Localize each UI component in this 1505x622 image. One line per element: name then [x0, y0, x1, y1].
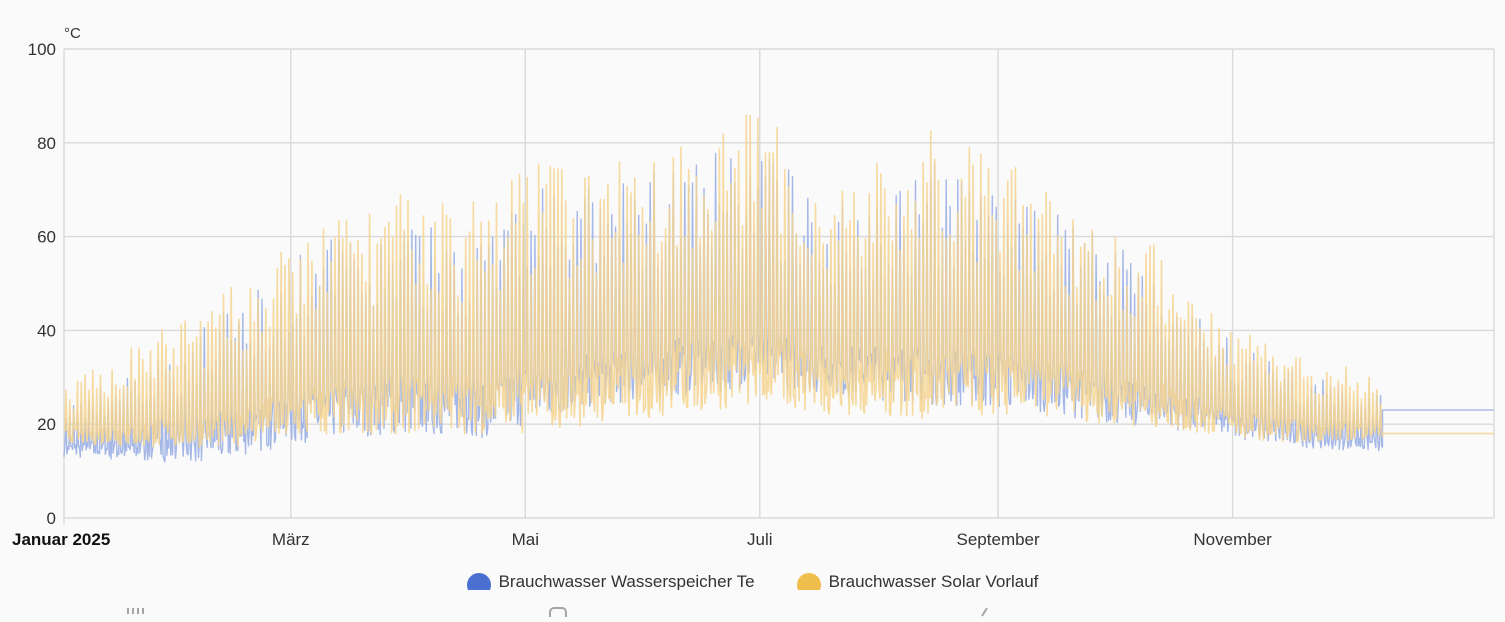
x-tick-label: Mai [512, 530, 539, 549]
legend-label-speicher: Brauchwasser Wasserspeicher Te [498, 572, 755, 590]
x-tick-label: März [272, 530, 310, 549]
y-axis-unit: °C [64, 25, 81, 42]
download-icon[interactable] [548, 604, 572, 621]
legend-dot-solar [796, 573, 821, 590]
axes: 0 20 40 60 80 100 Januar 2025 März Mai Juli Septem… [12, 40, 1272, 549]
y-tick-label: 0 [47, 509, 56, 528]
x-tick-label: September [957, 530, 1040, 549]
legend-label-solar: Brauchwasser Solar Vorlauf [828, 572, 1039, 590]
legend-item-solar[interactable]: Brauchwasser Solar Vorlauf [796, 572, 1039, 590]
y-tick-label: 80 [37, 134, 56, 153]
y-tick-label: 20 [37, 415, 56, 434]
legend-item-speicher[interactable]: Brauchwasser Wasserspeicher Te [466, 572, 755, 590]
series-line-solar [63, 114, 1494, 448]
y-tick-label: 100 [28, 40, 56, 59]
legend: Brauchwasser Wasserspeicher Te Brauchwas… [0, 572, 1505, 590]
series-layer [63, 114, 1494, 463]
y-tick-label: 60 [37, 228, 56, 247]
x-tick-label: Juli [747, 530, 773, 549]
x-tick-label: November [1193, 530, 1272, 549]
grid [63, 48, 1495, 524]
bottom-toolbar [0, 604, 1505, 621]
legend-dot-speicher [466, 573, 491, 590]
history-icon[interactable] [126, 604, 150, 615]
expand-icon[interactable] [978, 604, 1002, 617]
x-tick-label: Januar 2025 [12, 530, 110, 549]
y-tick-label: 40 [37, 321, 56, 340]
